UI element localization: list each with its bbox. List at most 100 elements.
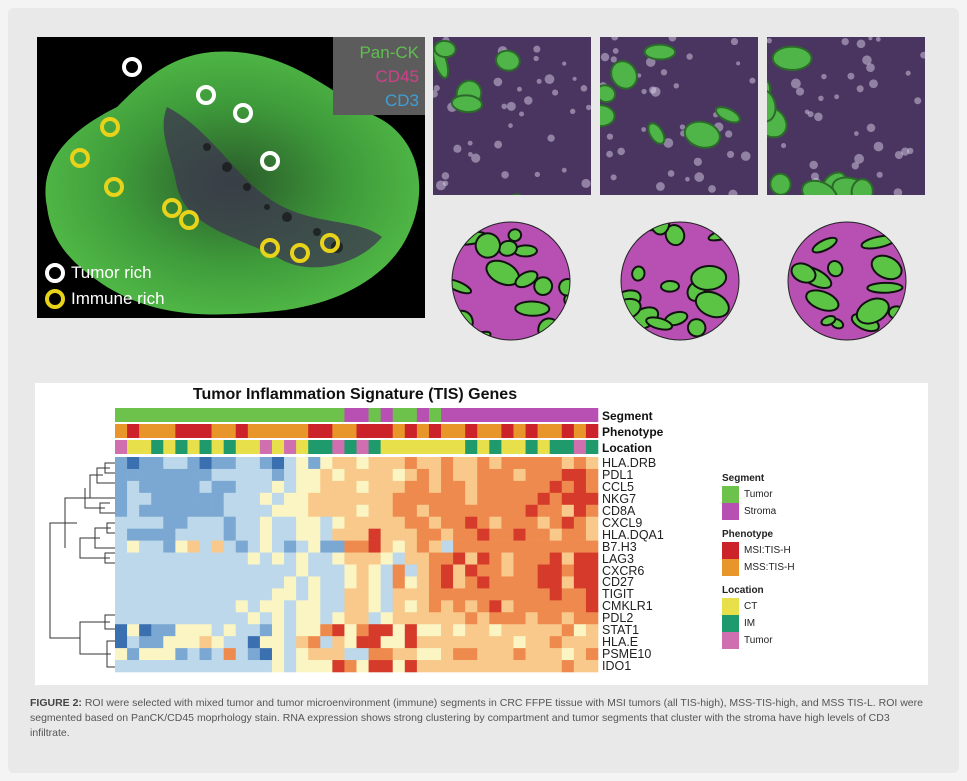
heatmap-cell	[284, 600, 297, 613]
heatmap-cell	[428, 480, 442, 494]
heatmap-cell	[441, 480, 454, 494]
heatmap-cell	[115, 540, 128, 553]
legend-item: Tumor	[722, 486, 795, 503]
stain-cd3: CD3	[384, 91, 419, 110]
heatmap-cell	[187, 624, 200, 637]
heatmap-cell	[163, 480, 176, 494]
heatmap-cell	[513, 600, 526, 613]
heatmap-cell	[115, 636, 128, 649]
heatmap-cell	[585, 564, 599, 577]
heatmap-cell	[453, 612, 466, 625]
legend-item: Tumor	[722, 632, 795, 649]
heatmap-cell	[549, 576, 563, 589]
heatmap-cell	[489, 552, 502, 565]
heatmap-cell	[465, 468, 478, 482]
heatmap-cell	[271, 660, 285, 673]
heatmap-cell	[501, 588, 514, 601]
annotation-location-tumor	[284, 440, 297, 454]
heatmap-cell	[332, 504, 345, 518]
heatmap-cell	[284, 636, 297, 649]
heatmap-cell	[380, 564, 394, 577]
heatmap-cell	[332, 624, 345, 637]
heatmap-cell	[501, 576, 514, 589]
heatmap-cell	[380, 552, 394, 565]
heatmap-cell	[235, 492, 249, 506]
heatmap-cell	[549, 480, 563, 494]
heatmap-cell	[453, 576, 466, 589]
heatmap-cell	[428, 612, 442, 625]
heatmap-cell	[356, 564, 369, 577]
heatmap-cell	[296, 588, 309, 601]
heatmap-cell	[356, 576, 369, 589]
heatmap-cell	[441, 516, 454, 529]
heatmap-cell	[525, 457, 538, 470]
heatmap-cell	[404, 612, 418, 625]
heatmap-cell	[465, 612, 478, 625]
heatmap-cell	[453, 648, 466, 661]
heatmap-cell	[404, 540, 418, 553]
heatmap-cell	[537, 564, 550, 577]
heatmap-cell	[187, 480, 200, 494]
heatmap-cell	[163, 528, 176, 541]
annotation-location-im	[199, 440, 212, 454]
heatmap-cell	[585, 504, 599, 518]
heatmap-cell	[428, 576, 442, 589]
heatmap-cell	[573, 480, 587, 494]
heatmap-cell	[525, 504, 538, 518]
heatmap-cell	[332, 612, 345, 625]
heatmap-cell	[211, 564, 224, 577]
heatmap-cell	[127, 660, 140, 673]
heatmap-cell	[525, 612, 538, 625]
heatmap-cell	[465, 636, 478, 649]
heatmap-cell	[320, 540, 333, 553]
heatmap-cell	[259, 468, 273, 482]
heatmap-cell	[549, 504, 563, 518]
heatmap-cell	[139, 660, 152, 673]
heatmap-chart	[49, 408, 599, 673]
heatmap-cell	[259, 612, 273, 625]
heatmap-cell	[127, 552, 140, 565]
heatmap-cell	[175, 660, 188, 673]
annotation-phenotype-msitish	[308, 424, 333, 438]
heatmap-cell	[235, 648, 249, 661]
legend-title: Segment	[722, 473, 765, 484]
heatmap-cell	[259, 480, 273, 494]
heatmap-cell	[404, 624, 418, 637]
heatmap-cell	[489, 480, 502, 494]
heatmap-cell	[296, 492, 309, 506]
annotation-location-im	[585, 440, 599, 454]
heatmap-cell	[127, 588, 140, 601]
heatmap-cell	[151, 528, 164, 541]
heatmap-cell	[259, 504, 273, 518]
heatmap-cell	[151, 588, 164, 601]
heatmap-cell	[235, 468, 249, 482]
heatmap-cell	[525, 576, 538, 589]
heatmap-cell	[139, 552, 152, 565]
heatmap-cell	[284, 480, 297, 494]
heatmap-cell	[115, 624, 128, 637]
heatmap-cell	[296, 540, 309, 553]
annotation-phenotype-msitish	[175, 424, 212, 438]
annotation-phenotype-msstish	[537, 424, 563, 438]
heatmap-cell	[151, 468, 164, 482]
heatmap-cell	[501, 492, 514, 506]
heatmap-cell	[175, 516, 188, 529]
heatmap-cell	[453, 600, 466, 613]
heatmap-cell	[284, 516, 297, 529]
heatmap-panel: Tumor Inflammation Signature (TIS) Genes…	[35, 383, 928, 685]
heatmap-cell	[585, 540, 599, 553]
heatmap-cell	[392, 564, 406, 577]
heatmap-cell	[513, 504, 526, 518]
heatmap-cell	[465, 588, 478, 601]
heatmap-cell	[465, 480, 478, 494]
heatmap-cell	[585, 528, 599, 541]
heatmap-cell	[247, 504, 261, 518]
heatmap-cell	[513, 457, 526, 470]
heatmap-cell	[561, 612, 575, 625]
heatmap-cell	[501, 624, 514, 637]
heatmap-cell	[513, 588, 526, 601]
heatmap-cell	[561, 552, 575, 565]
annotation-phenotype-msstish	[392, 424, 406, 438]
annotation-location-ct	[380, 440, 466, 454]
heatmap-cell	[127, 600, 140, 613]
